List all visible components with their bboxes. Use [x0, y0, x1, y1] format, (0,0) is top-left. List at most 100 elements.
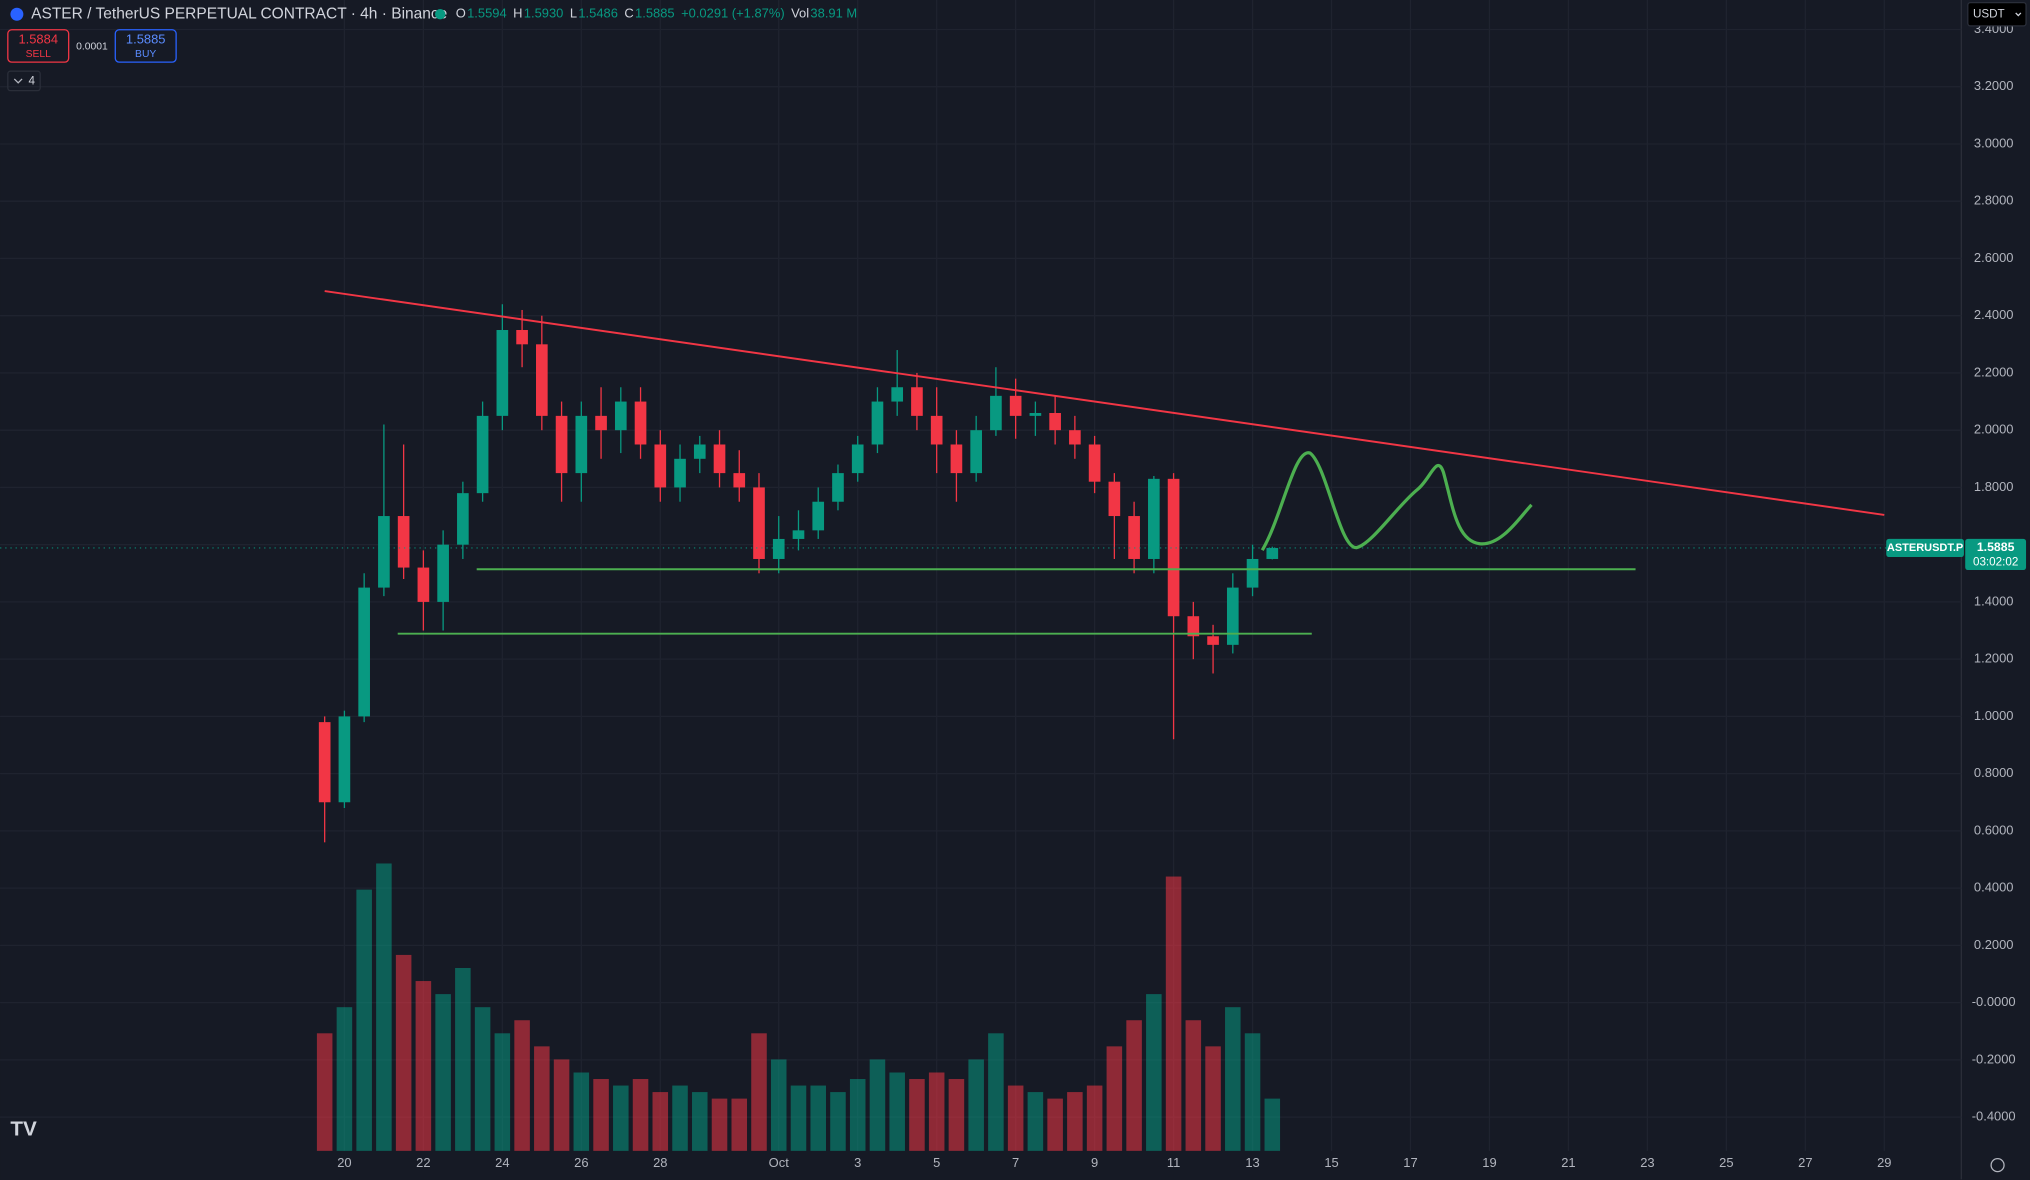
y-tick-label: 1.0000 — [1974, 708, 2014, 723]
volume-bar — [810, 1085, 826, 1151]
symbol-icon — [10, 7, 24, 21]
candle-body — [871, 401, 884, 445]
vol-value: 38.91 M — [810, 6, 857, 21]
candle-body — [1148, 478, 1160, 559]
forecast-sketch — [1260, 451, 1533, 552]
x-tick-label: Oct — [769, 1155, 790, 1170]
volume-bar — [1205, 1046, 1221, 1151]
indicators-toggle[interactable] — [7, 70, 41, 92]
candle-body — [792, 530, 805, 539]
y-tick-label: 3.2000 — [1974, 78, 2014, 93]
ohlc-value: 1.5885 — [635, 6, 675, 21]
ohlc-value: 1.5486 — [578, 6, 618, 21]
volume-bar — [988, 1033, 1004, 1151]
price-tag-countdown: 03:02:02 — [1973, 555, 2018, 568]
volume-bar — [1165, 876, 1182, 1151]
candle-body — [970, 430, 982, 474]
volume-bar — [1126, 1020, 1142, 1151]
volume-bar — [869, 1059, 886, 1151]
volume-bar — [613, 1085, 629, 1151]
y-tick-label: 2.2000 — [1974, 364, 2014, 379]
volume — [316, 863, 1281, 1151]
y-tick-label: 2.4000 — [1974, 307, 2014, 322]
ohlc-key: O — [456, 6, 466, 21]
candle-body — [1088, 444, 1101, 482]
x-tick-label: 3 — [854, 1155, 861, 1170]
y-tick-label: 1.2000 — [1974, 651, 2014, 666]
y-tick-label: 2.0000 — [1974, 422, 2014, 437]
candle-body — [1246, 558, 1259, 588]
candle-body — [1108, 481, 1121, 517]
volume-bar — [632, 1079, 649, 1151]
status-dot — [435, 9, 446, 20]
volume-bar — [968, 1059, 984, 1151]
candle-body — [654, 444, 667, 488]
ohlc-key: C — [624, 6, 633, 21]
candle-body — [575, 415, 588, 474]
x-tick-label: 13 — [1245, 1155, 1259, 1170]
y-tick-label: -0.2000 — [1972, 1051, 2016, 1066]
candle-body — [595, 415, 607, 431]
candles — [318, 304, 1279, 843]
y-tick-label: 2.6000 — [1974, 250, 2014, 265]
sell-button[interactable] — [7, 29, 70, 63]
settings-icon[interactable] — [1990, 1157, 2005, 1173]
candle-body — [614, 401, 627, 431]
volume-bar — [1185, 1020, 1202, 1151]
x-tick-label: 19 — [1482, 1155, 1496, 1170]
volume-bar — [593, 1079, 609, 1151]
x-tick-label: 7 — [1012, 1155, 1019, 1170]
candle-body — [338, 716, 351, 803]
volume-bar — [514, 1020, 530, 1151]
trendline — [324, 290, 1885, 516]
y-tick-label: 2.8000 — [1974, 193, 2014, 208]
ohlc-value: 1.5930 — [524, 6, 564, 21]
candle-body — [1207, 636, 1219, 645]
spread: 0.0001 — [76, 41, 108, 52]
candle-body — [1167, 478, 1180, 617]
volume-bar — [474, 1007, 491, 1151]
volume-bar — [356, 889, 372, 1151]
indicator-count: 4 — [29, 75, 36, 88]
y-tick-label: 3.0000 — [1974, 135, 2014, 150]
volume-bar — [435, 994, 451, 1151]
x-tick-label: 5 — [933, 1155, 940, 1170]
volume-bar — [790, 1085, 807, 1151]
candle-body — [417, 567, 430, 602]
candle-body — [318, 722, 331, 803]
currency-button[interactable] — [1967, 1, 2027, 27]
chevron — [13, 78, 23, 84]
volume-bar — [751, 1033, 767, 1151]
candle-body — [674, 458, 686, 488]
volume-bar — [830, 1092, 846, 1151]
volume-bar — [1225, 1007, 1241, 1151]
volume-bar — [948, 1079, 965, 1151]
x-tick-label: 23 — [1640, 1155, 1654, 1170]
buy-label: BUY — [135, 49, 156, 60]
candle-body — [693, 444, 706, 459]
volume-bar — [731, 1098, 748, 1151]
x-tick-label: 29 — [1877, 1155, 1891, 1170]
candle-body — [1187, 616, 1200, 637]
volume-bar — [376, 863, 392, 1151]
volume-bar — [1007, 1085, 1024, 1151]
candle-body — [733, 473, 746, 488]
symbol-tag — [1886, 538, 1964, 558]
y-tick-label: -0.4000 — [1972, 1109, 2016, 1124]
change: +0.0291 (+1.87%) — [681, 6, 785, 21]
vol-key: Vol — [791, 6, 809, 21]
x-tick-label: 21 — [1561, 1155, 1575, 1170]
volume-bar — [1067, 1092, 1083, 1151]
candle-body — [516, 330, 528, 345]
buy-button[interactable] — [114, 29, 177, 63]
ohlc-key: L — [570, 6, 577, 21]
volume-bar — [494, 1033, 511, 1151]
candle-body — [990, 395, 1002, 431]
volume-bar — [1264, 1098, 1281, 1151]
candle-body — [891, 387, 904, 402]
candle-body — [713, 444, 726, 474]
volume-bar — [1047, 1098, 1063, 1151]
candle-body — [950, 444, 963, 474]
